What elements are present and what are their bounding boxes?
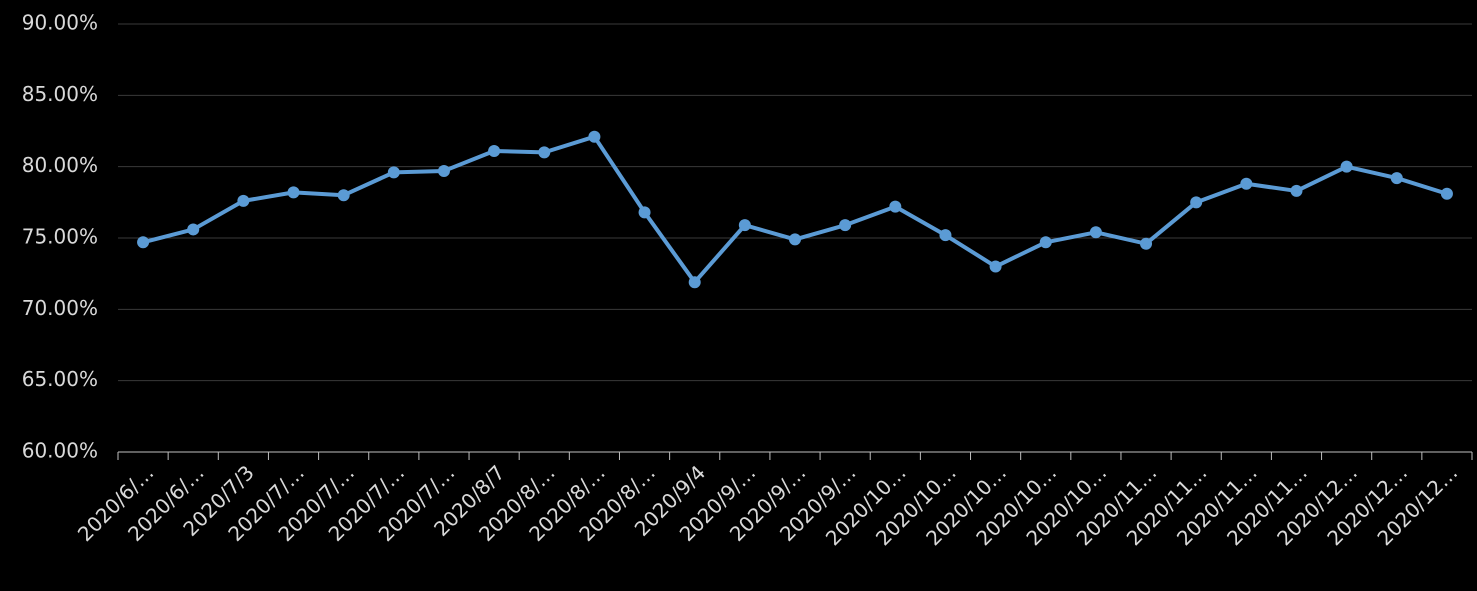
marker [1240, 177, 1253, 190]
marker [237, 194, 250, 207]
y-tick-label: 85.00% [22, 82, 98, 106]
marker [989, 260, 1002, 273]
marker [287, 186, 300, 199]
marker [337, 189, 350, 202]
marker [437, 164, 450, 177]
marker [789, 233, 801, 246]
y-tick-label: 60.00% [22, 439, 98, 463]
marker [1290, 184, 1303, 197]
y-tick-label: 90.00% [22, 11, 98, 35]
y-tick-label: 80.00% [22, 153, 98, 177]
marker [488, 144, 501, 157]
marker [1390, 172, 1403, 185]
marker [1340, 160, 1353, 173]
marker [387, 166, 400, 179]
marker [1440, 187, 1453, 200]
marker [538, 146, 551, 159]
marker [588, 130, 601, 143]
line [142, 134, 1448, 285]
marker [1190, 196, 1203, 209]
marker [939, 229, 952, 242]
marker [638, 206, 651, 219]
marker [1089, 226, 1102, 239]
marker [889, 200, 902, 213]
marker [137, 236, 150, 249]
marker [1039, 236, 1052, 249]
marker [187, 223, 200, 236]
marker [738, 219, 751, 232]
y-tick-label: 70.00% [22, 296, 98, 320]
marker [688, 276, 701, 289]
y-tick-label: 65.00% [22, 367, 98, 391]
marker [1140, 237, 1153, 250]
marker [839, 219, 852, 232]
y-tick-label: 75.00% [22, 225, 98, 249]
